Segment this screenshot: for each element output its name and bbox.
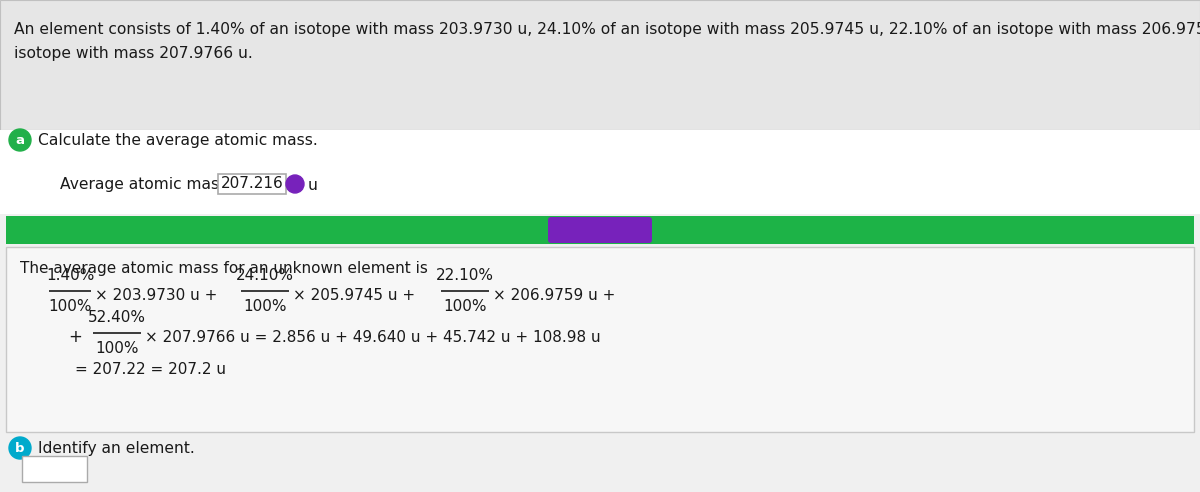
Text: a: a: [16, 133, 24, 147]
Text: Calculate the average atomic mass.: Calculate the average atomic mass.: [38, 132, 318, 148]
Text: The average atomic mass for an unknown element is: The average atomic mass for an unknown e…: [20, 261, 428, 276]
Text: = 207.22 = 207.2 u: = 207.22 = 207.2 u: [74, 363, 226, 377]
Text: 207.216: 207.216: [221, 177, 283, 191]
Bar: [0, 130, 1200, 214]
Circle shape: [10, 129, 31, 151]
Circle shape: [286, 175, 304, 193]
Text: 24.10%: 24.10%: [236, 268, 294, 283]
Text: × 207.9766 u = 2.856 u + 49.640 u + 45.742 u + 108.98 u: × 207.9766 u = 2.856 u + 49.640 u + 45.7…: [145, 330, 601, 344]
Bar: [22, 456, 88, 482]
Text: isotope with mass 207.9766 u.: isotope with mass 207.9766 u.: [14, 46, 253, 61]
Text: b: b: [16, 441, 25, 455]
Text: × 206.9759 u +: × 206.9759 u +: [493, 287, 616, 303]
FancyBboxPatch shape: [548, 217, 652, 243]
Text: × 205.9745 u +: × 205.9745 u +: [293, 287, 415, 303]
Bar: [6, 216, 1194, 244]
Text: u: u: [308, 178, 318, 192]
Text: 52.40%: 52.40%: [88, 310, 146, 325]
Text: +: +: [68, 328, 82, 346]
Text: 100%: 100%: [95, 341, 139, 356]
Text: 1.40%: 1.40%: [46, 268, 94, 283]
Circle shape: [10, 437, 31, 459]
Bar: [0, 434, 1200, 492]
Bar: [0, 0, 1200, 130]
Text: 22.10%: 22.10%: [436, 268, 494, 283]
Text: 100%: 100%: [443, 299, 487, 314]
Bar: [218, 174, 286, 194]
Text: An element consists of 1.40% of an isotope with mass 203.9730 u, 24.10% of an is: An element consists of 1.40% of an isoto…: [14, 22, 1200, 37]
Text: Average atomic mass =: Average atomic mass =: [60, 178, 250, 192]
Bar: [6, 247, 1194, 432]
Text: 100%: 100%: [244, 299, 287, 314]
Text: × 203.9730 u +: × 203.9730 u +: [95, 287, 217, 303]
Text: 100%: 100%: [48, 299, 91, 314]
Text: Identify an element.: Identify an element.: [38, 440, 194, 456]
